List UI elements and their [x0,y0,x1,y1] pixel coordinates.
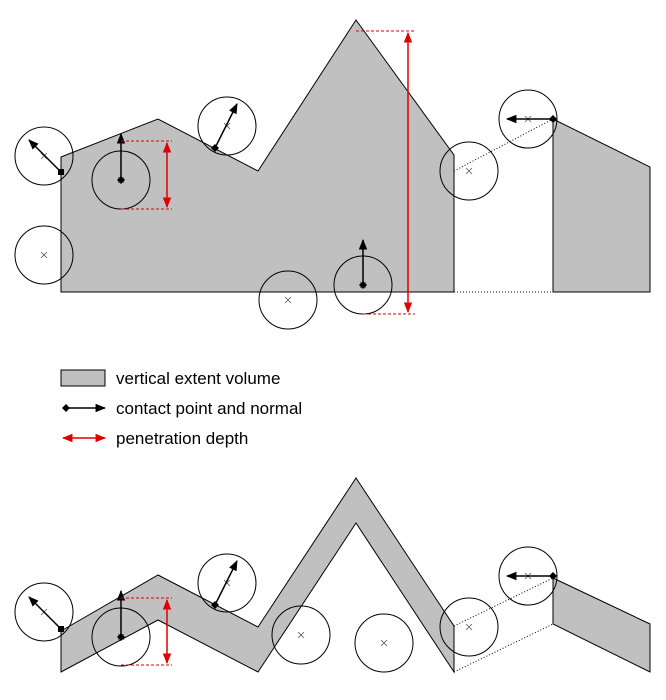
top-sphere-7 [439,141,499,201]
bottom-diagram [14,477,651,674]
bottom-gap-upper [453,577,554,627]
legend-item-penetration: penetration depth [61,429,248,448]
contact-point [211,601,219,609]
legend-volume-swatch [60,369,106,387]
bottom-sphere-3 [197,553,257,613]
top-sphere-4 [14,225,74,285]
x-mark-icon [284,296,292,304]
top-sphere-1 [14,126,74,186]
contact-point [117,176,125,184]
top-sphere-8 [498,89,558,149]
contact-point [549,115,557,123]
normal-arrow [214,103,238,149]
bottom-sphere-7 [498,546,558,606]
normal-arrow [214,560,238,606]
top-left-volume [60,19,455,293]
bottom-sphere-4 [271,605,331,665]
bottom-sphere-6 [439,597,499,657]
top-sphere-6 [333,238,393,315]
x-mark-icon [40,251,48,259]
top-gap-slope [453,118,554,172]
normal-arrow [28,139,62,173]
contact-point [549,572,557,580]
legend: vertical extent volume contact point and… [60,369,302,448]
top-diagram [14,19,651,330]
top-sphere-2 [91,132,172,210]
x-mark-icon [297,631,305,639]
normal-arrow [28,596,62,630]
legend-penetration-label: penetration depth [116,429,248,448]
contact-point [117,633,125,641]
x-mark-icon [380,639,388,647]
contact-point [58,626,64,632]
contact-point [211,144,219,152]
top-sphere-3 [197,96,257,156]
legend-item-volume: vertical extent volume [60,369,280,388]
bottom-sphere-5 [354,613,414,673]
legend-item-contact: contact point and normal [62,399,302,418]
bottom-gap-lower [453,623,554,673]
bottom-sphere-2 [91,589,172,667]
top-right-volume [552,118,651,293]
legend-contact-label: contact point and normal [116,399,302,418]
x-mark-icon [465,167,473,175]
top-sphere-5 [258,270,318,330]
x-mark-icon [465,623,473,631]
bottom-right-band [552,577,651,673]
bottom-sphere-1 [14,582,74,642]
bottom-left-band [60,477,455,674]
contact-point [58,169,64,175]
contact-point [359,281,367,289]
legend-volume-label: vertical extent volume [116,369,280,388]
